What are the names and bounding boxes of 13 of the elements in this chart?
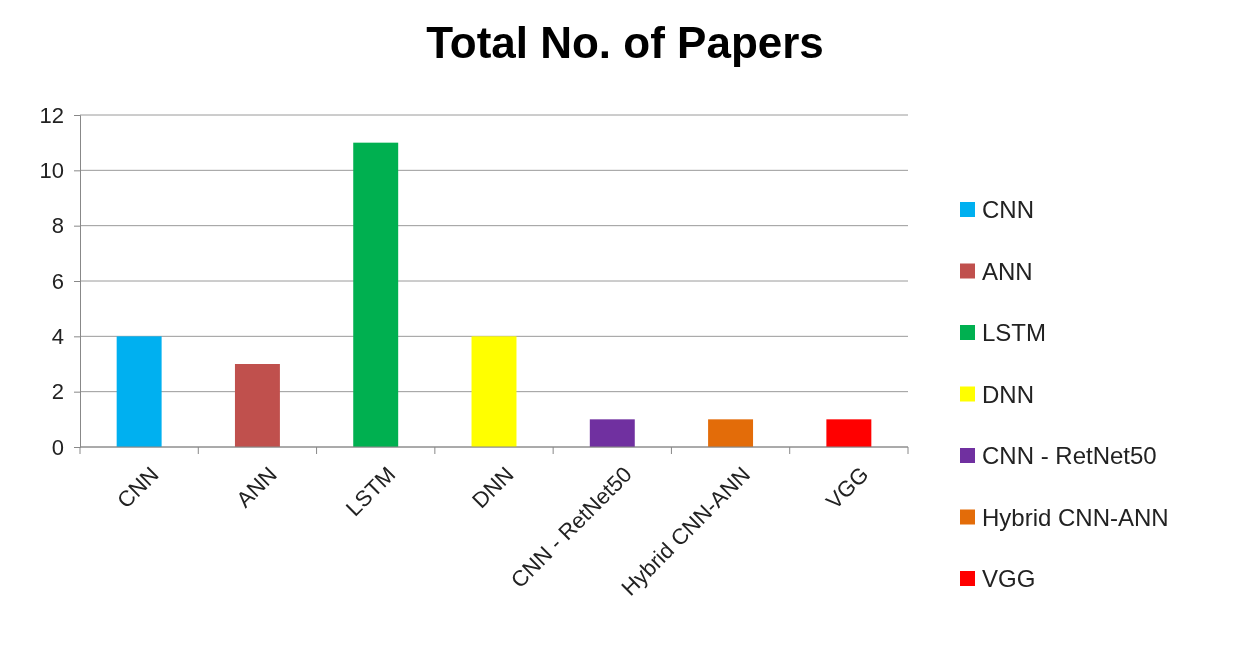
legend-label: CNN - RetNet50: [982, 442, 1157, 470]
y-tick-label: 4: [51, 323, 64, 349]
y-tick-label: 2: [51, 379, 64, 405]
legend-label: ANN: [982, 257, 1033, 285]
y-tick-label: 12: [39, 102, 64, 128]
legend-label: CNN: [982, 196, 1034, 224]
y-tick-label: 6: [51, 268, 64, 294]
legend-label: DNN: [982, 380, 1034, 408]
legend-label: LSTM: [982, 319, 1047, 347]
chart-title: Total No. of Papers: [426, 18, 824, 67]
y-tick-label: 10: [39, 157, 64, 183]
y-tick-label: 8: [51, 213, 64, 239]
y-tick-label: 0: [51, 434, 64, 460]
